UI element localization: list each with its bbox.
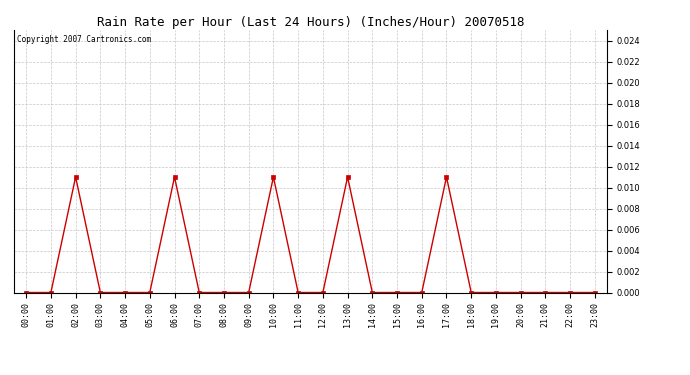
Text: Copyright 2007 Cartronics.com: Copyright 2007 Cartronics.com [17,35,151,44]
Title: Rain Rate per Hour (Last 24 Hours) (Inches/Hour) 20070518: Rain Rate per Hour (Last 24 Hours) (Inch… [97,16,524,29]
